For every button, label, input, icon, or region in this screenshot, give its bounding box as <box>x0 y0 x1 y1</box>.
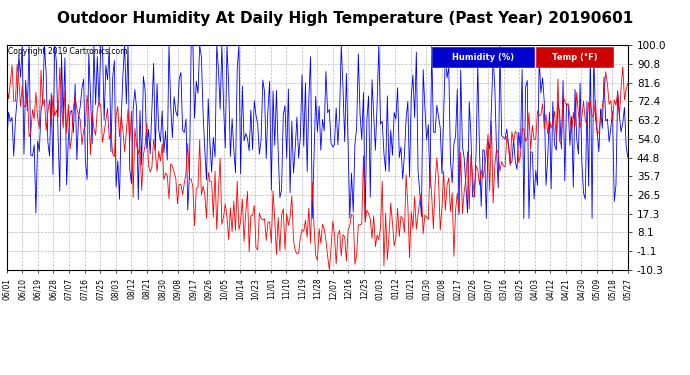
Text: Temp (°F): Temp (°F) <box>552 53 598 62</box>
Text: Copyright 2019 Cartronics.com: Copyright 2019 Cartronics.com <box>8 47 127 56</box>
Bar <box>432 47 535 68</box>
Text: Outdoor Humidity At Daily High Temperature (Past Year) 20190601: Outdoor Humidity At Daily High Temperatu… <box>57 11 633 26</box>
Text: Humidity (%): Humidity (%) <box>453 53 515 62</box>
Bar <box>536 47 613 68</box>
